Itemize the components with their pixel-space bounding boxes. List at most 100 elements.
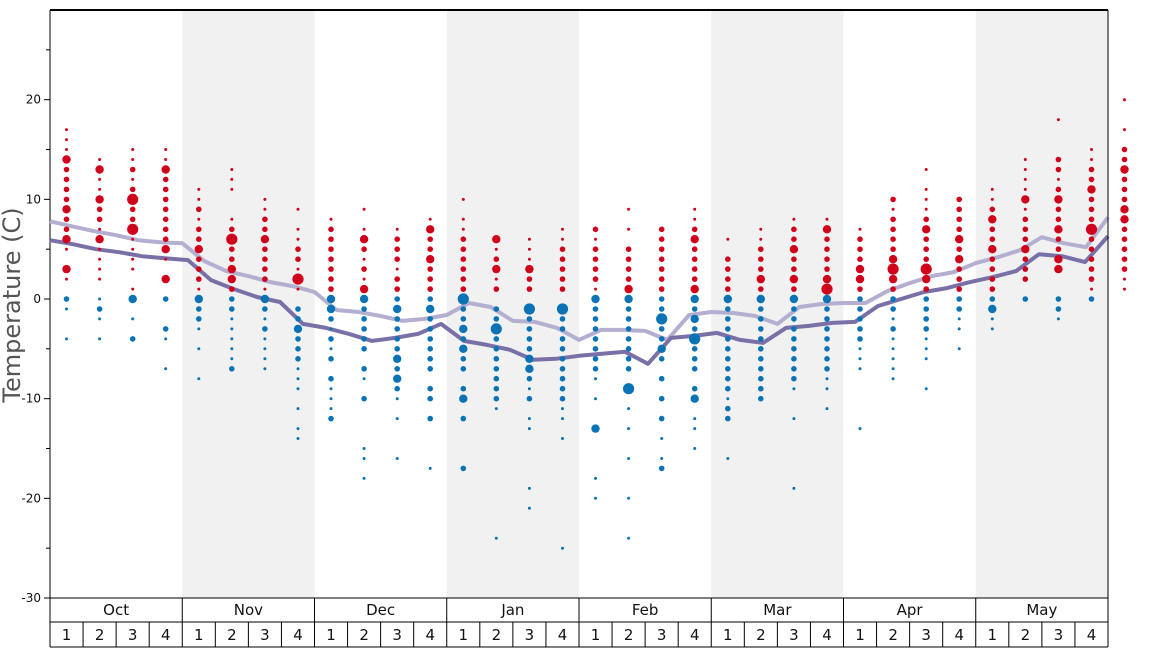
warm-point <box>559 246 566 252</box>
cold-point <box>295 316 301 322</box>
warm-point <box>923 236 929 242</box>
cold-point <box>725 326 731 332</box>
warm-point <box>395 227 399 231</box>
warm-point <box>887 263 899 275</box>
cold-point <box>263 317 267 321</box>
warm-point <box>956 266 962 272</box>
warm-point <box>460 256 467 263</box>
cold-point <box>789 294 799 304</box>
warm-point <box>494 277 498 281</box>
cold-point <box>527 486 531 490</box>
warm-point <box>427 246 434 252</box>
warm-point <box>1088 256 1095 263</box>
warm-point <box>1055 186 1062 193</box>
cold-point <box>625 336 632 342</box>
warm-point <box>394 236 401 242</box>
week-label: 3 <box>921 626 931 644</box>
warm-point <box>260 235 270 244</box>
cold-point <box>890 296 896 302</box>
warm-point <box>920 263 932 275</box>
warm-point <box>230 187 234 191</box>
warm-point <box>65 138 68 142</box>
month-label: Jan <box>500 601 524 619</box>
cold-point <box>427 385 434 392</box>
warm-point <box>922 225 931 234</box>
cold-point <box>493 366 500 372</box>
cold-point <box>758 366 764 372</box>
warm-point <box>1121 186 1128 193</box>
cold-point <box>627 536 631 540</box>
cold-point <box>459 344 468 353</box>
cold-point <box>923 316 929 322</box>
cold-point <box>394 385 401 392</box>
warm-point <box>230 177 234 181</box>
cold-point <box>162 296 169 302</box>
cold-point <box>164 337 168 341</box>
cold-point <box>890 326 896 332</box>
warm-point <box>427 286 434 292</box>
warm-point <box>1088 206 1095 213</box>
cold-point <box>693 427 697 431</box>
warm-point <box>924 207 928 211</box>
warm-point <box>296 237 300 241</box>
cold-point <box>394 326 401 332</box>
cold-point <box>490 323 502 335</box>
week-label: 2 <box>95 626 105 644</box>
warm-point <box>1090 287 1093 291</box>
warm-point <box>989 236 996 242</box>
month-band <box>975 10 1108 598</box>
cold-point <box>923 306 929 312</box>
warm-point <box>161 274 170 284</box>
cold-point <box>693 447 697 450</box>
warm-point <box>395 267 399 271</box>
warm-point <box>527 237 531 241</box>
cold-point <box>824 336 830 342</box>
week-label: 4 <box>558 626 568 644</box>
warm-point <box>95 195 104 204</box>
warm-point <box>1121 226 1128 233</box>
cold-point <box>591 294 600 304</box>
warm-point <box>1022 236 1029 242</box>
cold-point <box>627 457 631 460</box>
cold-point <box>559 385 566 392</box>
warm-point <box>1088 176 1095 183</box>
warm-point <box>857 236 863 242</box>
warm-point <box>1021 195 1030 204</box>
cold-point <box>129 336 136 342</box>
cold-point <box>525 354 534 363</box>
cold-point <box>592 316 599 322</box>
cold-point <box>262 306 268 312</box>
cold-point <box>260 294 270 304</box>
warm-point <box>1121 246 1128 252</box>
month-bands <box>182 10 1108 598</box>
cold-point <box>824 326 830 332</box>
warm-point <box>98 227 102 231</box>
cold-point <box>229 306 235 312</box>
warm-point <box>493 286 500 292</box>
cold-point <box>623 383 635 395</box>
warm-point <box>62 205 71 214</box>
cold-point <box>394 346 401 352</box>
cold-point <box>725 405 731 412</box>
cold-point <box>924 387 928 391</box>
warm-point <box>1056 177 1060 181</box>
warm-point <box>196 256 202 263</box>
cold-point <box>1056 317 1060 321</box>
cold-point <box>725 336 731 342</box>
cold-point <box>791 366 797 372</box>
cold-point <box>393 354 402 363</box>
cold-point <box>293 324 303 334</box>
cold-point <box>825 387 829 391</box>
cold-point <box>329 327 333 331</box>
warm-point <box>362 227 366 231</box>
cold-point <box>891 347 895 351</box>
warm-point <box>1021 245 1030 254</box>
cold-point <box>526 346 533 352</box>
warm-point <box>427 276 434 282</box>
cold-point <box>725 356 731 362</box>
warm-point <box>989 226 996 233</box>
warm-point <box>594 237 597 241</box>
cold-point <box>361 395 367 402</box>
month-label: May <box>1026 601 1057 619</box>
week-label: 1 <box>723 626 733 644</box>
